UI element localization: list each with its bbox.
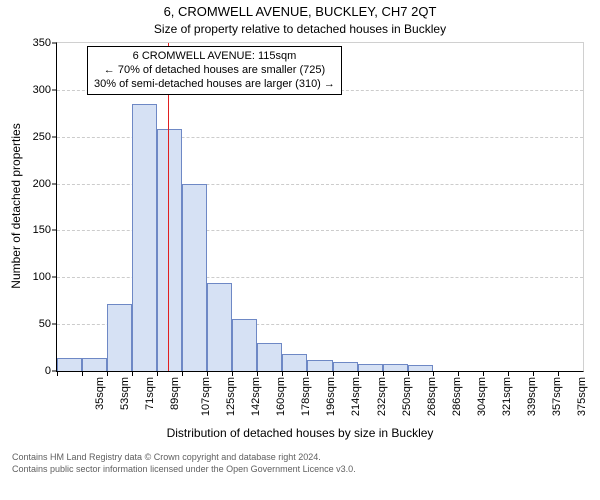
x-tick-label: 196sqm bbox=[326, 377, 338, 416]
x-tick-label: 53sqm bbox=[119, 377, 131, 410]
x-tick-label: 214sqm bbox=[351, 377, 363, 416]
x-tick-mark bbox=[207, 371, 208, 376]
histogram-bar bbox=[333, 362, 358, 371]
annotation-line-2: ← 70% of detached houses are smaller (72… bbox=[94, 64, 335, 78]
footer: Contains HM Land Registry data © Crown c… bbox=[0, 452, 600, 475]
y-tick-mark bbox=[52, 230, 57, 231]
histogram-bar bbox=[358, 364, 383, 371]
histogram-bar bbox=[257, 343, 282, 371]
x-tick-label: 160sqm bbox=[275, 377, 287, 416]
x-tick-mark bbox=[383, 371, 384, 376]
x-tick-mark bbox=[408, 371, 409, 376]
x-tick-label: 339sqm bbox=[526, 377, 538, 416]
x-tick-mark bbox=[157, 371, 158, 376]
x-tick-label: 357sqm bbox=[551, 377, 563, 416]
y-tick-label: 100 bbox=[33, 271, 51, 283]
x-tick-mark bbox=[483, 371, 484, 376]
y-tick-mark bbox=[52, 183, 57, 184]
y-tick-mark bbox=[52, 43, 57, 44]
x-tick-label: 232sqm bbox=[376, 377, 388, 416]
x-tick-label: 89sqm bbox=[169, 377, 181, 410]
x-tick-label: 107sqm bbox=[200, 377, 212, 416]
x-tick-label: 268sqm bbox=[426, 377, 438, 416]
y-tick-mark bbox=[52, 89, 57, 90]
x-tick-label: 35sqm bbox=[94, 377, 106, 410]
y-tick-label: 300 bbox=[33, 84, 51, 96]
x-axis-label: Distribution of detached houses by size … bbox=[0, 426, 600, 440]
histogram-bar bbox=[207, 283, 232, 371]
annotation-line-1: 6 CROMWELL AVENUE: 115sqm bbox=[94, 50, 335, 64]
chart-root: 6, CROMWELL AVENUE, BUCKLEY, CH7 2QT Siz… bbox=[0, 0, 600, 500]
y-tick-label: 250 bbox=[33, 131, 51, 143]
histogram-bar bbox=[232, 319, 257, 371]
histogram-bar bbox=[107, 304, 132, 371]
chart-title-2: Size of property relative to detached ho… bbox=[0, 22, 600, 36]
x-tick-mark bbox=[358, 371, 359, 376]
x-tick-mark bbox=[182, 371, 183, 376]
x-tick-mark bbox=[333, 371, 334, 376]
x-tick-label: 71sqm bbox=[144, 377, 156, 410]
y-tick-label: 0 bbox=[45, 365, 51, 377]
x-tick-label: 178sqm bbox=[301, 377, 313, 416]
annotation-line-3: 30% of semi-detached houses are larger (… bbox=[94, 78, 335, 92]
annotation-box: 6 CROMWELL AVENUE: 115sqm ← 70% of detac… bbox=[87, 46, 342, 95]
y-tick-label: 50 bbox=[39, 318, 51, 330]
x-tick-mark bbox=[458, 371, 459, 376]
y-tick-label: 150 bbox=[33, 224, 51, 236]
histogram-bar bbox=[82, 358, 107, 371]
x-tick-label: 304sqm bbox=[476, 377, 488, 416]
histogram-bar bbox=[383, 364, 408, 371]
histogram-bar bbox=[157, 129, 182, 371]
x-tick-mark bbox=[282, 371, 283, 376]
y-tick-mark bbox=[52, 277, 57, 278]
x-tick-label: 321sqm bbox=[501, 377, 513, 416]
footer-line-1: Contains HM Land Registry data © Crown c… bbox=[12, 452, 600, 464]
x-tick-mark bbox=[132, 371, 133, 376]
x-tick-mark bbox=[508, 371, 509, 376]
x-tick-mark bbox=[558, 371, 559, 376]
x-tick-mark bbox=[232, 371, 233, 376]
y-tick-label: 200 bbox=[33, 178, 51, 190]
x-tick-label: 125sqm bbox=[225, 377, 237, 416]
histogram-bar bbox=[132, 104, 157, 371]
chart-title-1: 6, CROMWELL AVENUE, BUCKLEY, CH7 2QT bbox=[0, 4, 600, 19]
y-axis-label: Number of detached properties bbox=[9, 123, 23, 288]
x-tick-mark bbox=[307, 371, 308, 376]
histogram-bar bbox=[57, 358, 82, 371]
histogram-bar bbox=[182, 184, 207, 371]
x-tick-label: 375sqm bbox=[576, 377, 588, 416]
y-tick-label: 350 bbox=[33, 37, 51, 49]
histogram-bar bbox=[307, 360, 332, 371]
x-tick-mark bbox=[533, 371, 534, 376]
histogram-bar bbox=[408, 365, 433, 371]
x-tick-mark bbox=[57, 371, 58, 376]
histogram-bar bbox=[282, 354, 307, 371]
footer-line-2: Contains public sector information licen… bbox=[12, 464, 600, 476]
y-tick-mark bbox=[52, 324, 57, 325]
x-tick-label: 250sqm bbox=[401, 377, 413, 416]
y-tick-mark bbox=[52, 136, 57, 137]
x-tick-label: 286sqm bbox=[451, 377, 463, 416]
x-tick-label: 142sqm bbox=[250, 377, 262, 416]
x-tick-mark bbox=[433, 371, 434, 376]
x-tick-mark bbox=[257, 371, 258, 376]
x-tick-mark bbox=[82, 371, 83, 376]
x-tick-mark bbox=[107, 371, 108, 376]
plot-area: 6 CROMWELL AVENUE: 115sqm ← 70% of detac… bbox=[56, 42, 584, 372]
